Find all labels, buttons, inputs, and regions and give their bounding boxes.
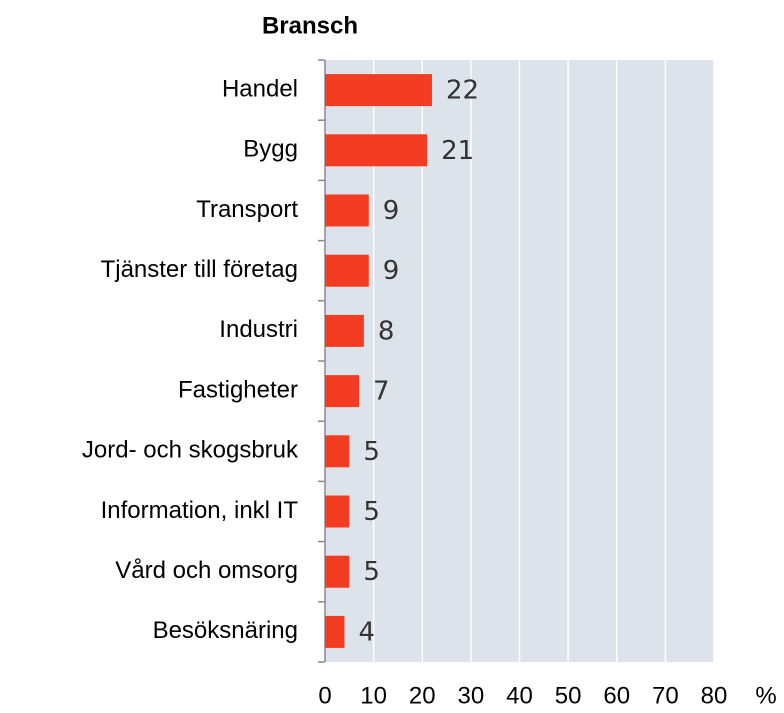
data-label: 9 — [383, 256, 400, 286]
x-tick-label: 80 — [701, 682, 728, 709]
y-tick-label: Jord- och skogsbruk — [82, 437, 299, 464]
y-tick-label: Besöksnäring — [153, 617, 298, 644]
bar — [325, 254, 369, 287]
data-label: 5 — [363, 557, 380, 587]
y-tick-label: Vård och omsorg — [115, 557, 298, 584]
bar — [325, 194, 369, 227]
bar — [325, 495, 350, 528]
bar — [325, 134, 428, 167]
data-label: 9 — [383, 196, 400, 226]
bar — [325, 615, 345, 648]
y-tick-label: Bygg — [243, 136, 298, 163]
data-label: 22 — [446, 76, 479, 106]
x-tick-label: 60 — [603, 682, 630, 709]
bar — [325, 74, 432, 107]
x-tick-label: 0 — [318, 682, 331, 709]
x-tick-label: 70 — [652, 682, 679, 709]
chart-title: Bransch — [262, 12, 358, 39]
bar — [325, 435, 350, 468]
y-tick-label: Industri — [219, 316, 298, 343]
y-tick-label: Tjänster till företag — [101, 256, 298, 283]
y-tick-label: Transport — [196, 196, 298, 223]
data-label: 21 — [441, 136, 474, 166]
data-label: 7 — [373, 377, 390, 407]
data-label: 5 — [363, 497, 380, 527]
x-tick-label: 20 — [409, 682, 436, 709]
y-tick-label: Fastigheter — [178, 376, 298, 403]
data-label: 8 — [378, 316, 395, 346]
x-axis-label: % — [755, 682, 776, 709]
y-tick-label: Information, inkl IT — [101, 497, 299, 524]
x-tick-label: 10 — [360, 682, 387, 709]
data-label: 4 — [358, 617, 375, 647]
x-tick-label: 30 — [458, 682, 485, 709]
x-tick-label: 40 — [506, 682, 533, 709]
bar — [325, 555, 350, 588]
y-tick-label: Handel — [222, 75, 298, 102]
bar — [325, 375, 360, 408]
data-label: 5 — [363, 437, 380, 467]
x-tick-label: 50 — [555, 682, 582, 709]
bar — [325, 314, 364, 347]
